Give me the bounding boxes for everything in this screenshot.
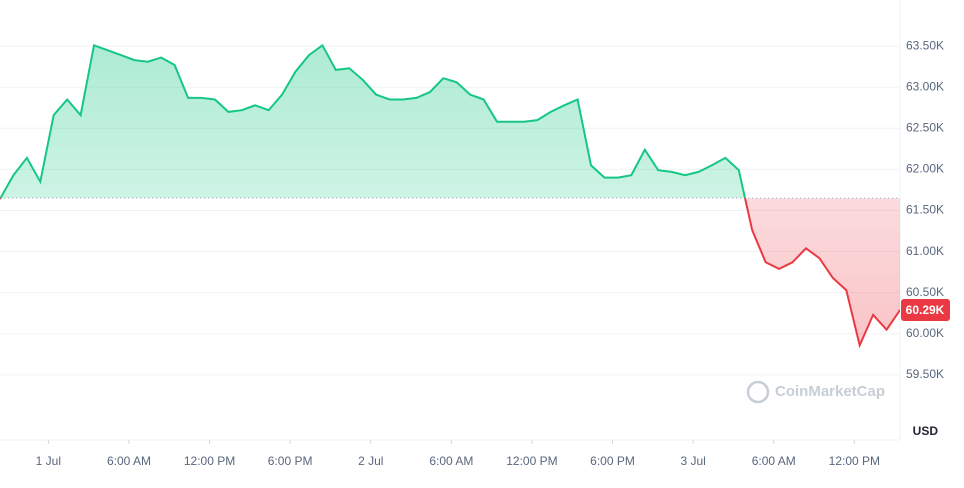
y-tick-label: 63.00K <box>906 79 944 93</box>
y-tick-label: 59.50K <box>906 367 944 381</box>
watermark-logo <box>746 380 770 404</box>
x-tick-label: 1 Jul <box>36 454 61 468</box>
x-tick-label: 6:00 AM <box>429 454 473 468</box>
x-tick-label: 2 Jul <box>358 454 383 468</box>
x-tick-label: 6:00 AM <box>752 454 796 468</box>
y-tick-label: 61.50K <box>906 203 944 217</box>
y-tick-label: 60.00K <box>906 326 944 340</box>
y-tick-label: 62.50K <box>906 120 944 134</box>
x-tick-label: 6:00 PM <box>590 454 635 468</box>
current-price-label: 60.29K <box>906 303 945 317</box>
x-tick-label: 6:00 AM <box>107 454 151 468</box>
y-tick-label: 61.00K <box>906 244 944 258</box>
x-tick-label: 12:00 PM <box>829 454 880 468</box>
area-down <box>0 198 900 346</box>
y-tick-label: 60.50K <box>906 285 944 299</box>
x-tick-label: 3 Jul <box>680 454 705 468</box>
price-line-down <box>0 198 900 349</box>
x-tick-label: 12:00 PM <box>506 454 557 468</box>
y-tick-label: 63.50K <box>906 38 944 52</box>
y-tick-label: 62.00K <box>906 162 944 176</box>
area-up <box>0 45 746 199</box>
current-price-badge <box>901 298 950 321</box>
watermark: CoinMarketCap <box>775 383 885 400</box>
x-tick-label: 12:00 PM <box>184 454 235 468</box>
x-tick-label: 6:00 PM <box>268 454 313 468</box>
price-line-up <box>0 43 747 199</box>
unit-label: USD <box>913 424 939 438</box>
